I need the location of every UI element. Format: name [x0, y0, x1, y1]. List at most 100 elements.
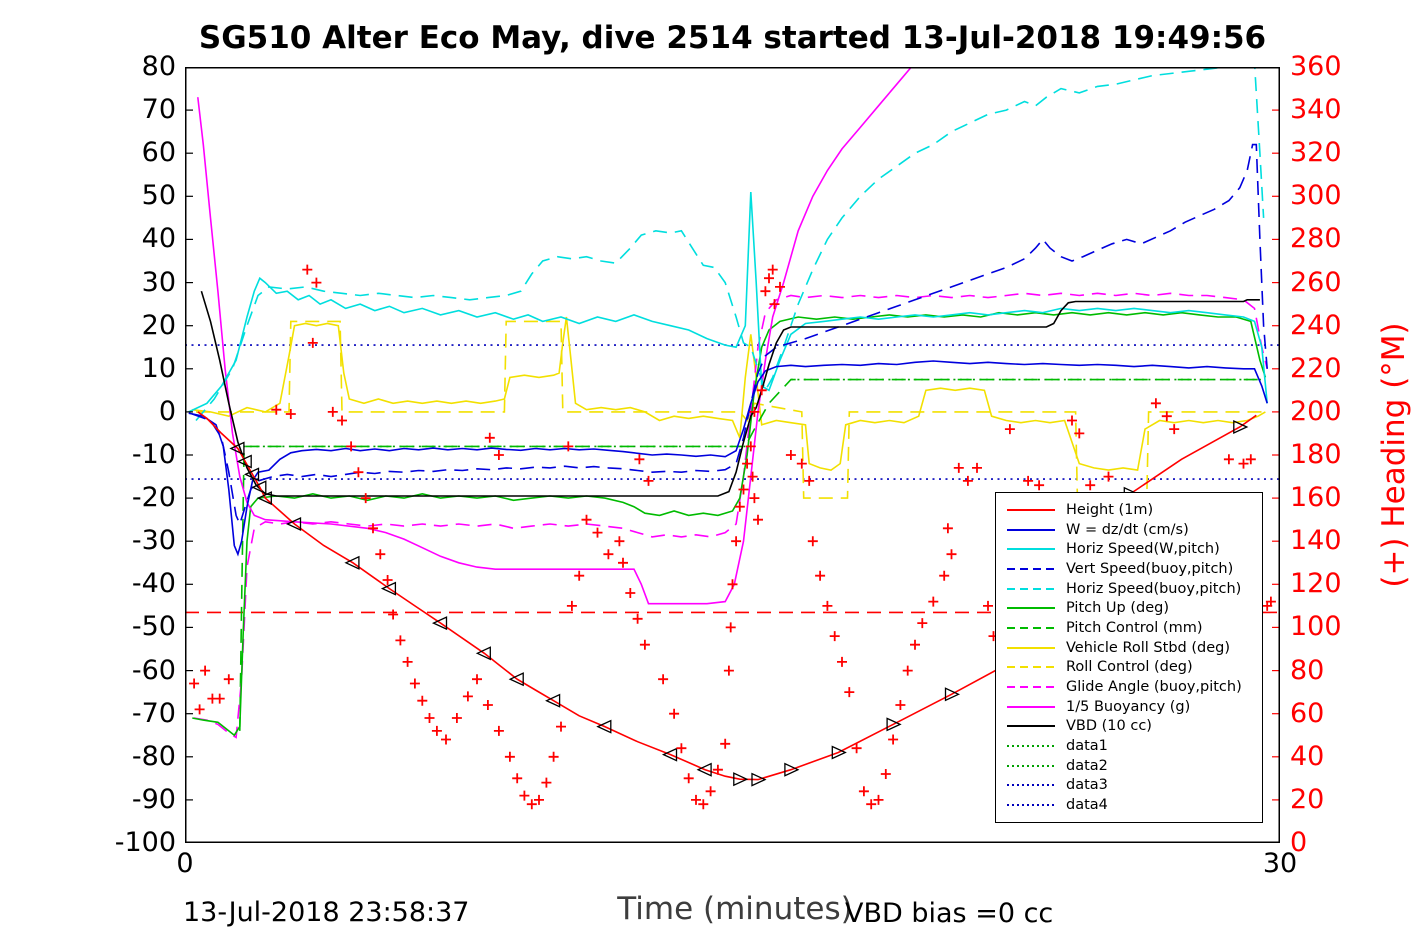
height-marker-triangle	[475, 646, 491, 661]
legend-line-sample-icon	[1007, 666, 1055, 669]
height-marker-triangle	[886, 717, 902, 732]
series-w-dz-dt-cm-s-	[188, 360, 1268, 557]
y-left-tick-label: 30	[141, 266, 176, 298]
y-right-tick-label: 240	[1290, 309, 1342, 341]
legend-item: data1	[996, 736, 1262, 756]
y-right-tick-label: 60	[1290, 697, 1325, 729]
legend-items: Height (1m) W = dz/dt (cm/s) Horiz Speed(W…	[996, 500, 1262, 815]
time-axis-label: Time (minutes)	[617, 891, 853, 927]
series-vehicle-roll-stbd-deg-	[192, 316, 1266, 472]
legend-line-sample-icon	[1007, 626, 1055, 629]
legend-line-sample-icon	[1007, 804, 1055, 807]
y-right-tick-label: 200	[1290, 395, 1342, 427]
y-left-tick-label: 80	[141, 51, 176, 82]
x-tick-label: 0	[176, 848, 194, 879]
y-right-tick-label: 300	[1290, 180, 1342, 212]
height-marker-triangle	[545, 693, 561, 708]
height-marker-triangle	[380, 581, 397, 596]
legend-line-sample-icon	[1007, 548, 1055, 551]
legend-item: Glide Angle (buoy,pitch)	[996, 677, 1262, 697]
legend-item-label: Horiz Speed(W,pitch)	[1066, 541, 1220, 558]
legend-item-label: data1	[1066, 738, 1108, 755]
legend-line-sample-icon	[1007, 764, 1055, 767]
legend-item-label: Vehicle Roll Stbd (deg)	[1066, 639, 1230, 656]
y-left-tick-label: -40	[131, 568, 176, 600]
plot-area	[185, 67, 1280, 843]
y-left-tick-label: -80	[131, 740, 176, 772]
y-right-tick-label: 220	[1290, 352, 1342, 384]
legend-item-label: Horiz Speed(buoy,pitch)	[1066, 580, 1242, 597]
y-right-tick-label: 340	[1290, 94, 1342, 126]
y-right-tick-label: 360	[1290, 51, 1342, 82]
y-left-tick-label: -10	[131, 439, 176, 470]
legend-line-sample-icon	[1007, 567, 1055, 570]
height-marker-triangle	[229, 441, 245, 456]
legend-item: Height (1m)	[996, 500, 1262, 520]
legend: Height (1m) W = dz/dt (cm/s) Horiz Speed(W…	[995, 492, 1263, 823]
legend-item: data2	[996, 756, 1262, 776]
legend-line-sample-icon	[1007, 686, 1055, 689]
height-marker-triangle	[508, 672, 524, 687]
legend-item: 1/5 Buoyancy (g)	[996, 697, 1262, 717]
plot-canvas	[185, 67, 1280, 843]
legend-line-sample-icon	[1007, 508, 1055, 511]
y-left-tick-label: 20	[141, 309, 176, 341]
legend-line-sample-icon	[1007, 745, 1055, 748]
y-left-tick-label: 50	[141, 180, 176, 212]
height-marker-triangle	[944, 687, 961, 702]
legend-item: Pitch Control (mm)	[996, 618, 1262, 638]
y-left-tick-label: -70	[131, 697, 176, 729]
height-marker-triangle	[831, 745, 847, 760]
y-left-tick-label: -100	[114, 827, 176, 858]
height-marker-triangle	[236, 454, 252, 469]
y-right-tick-label: 40	[1290, 740, 1325, 772]
legend-line-sample-icon	[1007, 784, 1055, 787]
height-marker-triangle	[285, 516, 302, 532]
series-pitch-up-deg-	[192, 311, 1267, 737]
height-marker-triangle	[344, 555, 360, 570]
series-height-1m-	[197, 411, 1257, 781]
height-marker-triangle	[431, 616, 448, 631]
legend-item-label: Roll Control (deg)	[1066, 659, 1193, 676]
y-right-tick-label: 100	[1290, 611, 1342, 643]
legend-item-label: Pitch Control (mm)	[1066, 619, 1203, 636]
legend-item: Roll Control (deg)	[996, 658, 1262, 678]
height-marker-triangle	[251, 480, 267, 495]
legend-item-label: data2	[1066, 757, 1108, 774]
y-right-tick-label: 160	[1290, 482, 1342, 514]
legend-item: W = dz/dt (cm/s)	[996, 520, 1262, 540]
y-left-tick-label: -20	[131, 482, 176, 514]
series-1-5-buoyancy-g-	[197, 67, 913, 605]
legend-item: Vert Speed(buoy,pitch)	[996, 559, 1262, 579]
legend-line-sample-icon	[1007, 607, 1055, 610]
y-right-tick-label: 320	[1290, 137, 1342, 169]
y-right-tick-label: 180	[1290, 439, 1342, 470]
legend-item: data3	[996, 776, 1262, 796]
y-right-tick-label: 120	[1290, 568, 1342, 600]
y-right-tick-label: 260	[1290, 266, 1342, 298]
legend-item: Vehicle Roll Stbd (deg)	[996, 638, 1262, 658]
height-marker-triangle	[751, 772, 767, 787]
vbd-bias-label: VBD bias =0 cc	[845, 898, 1054, 929]
legend-item: data4	[996, 795, 1262, 815]
heading-axis-label: (+) Heading (°M)	[1376, 322, 1412, 588]
legend-item: VBD (10 cc)	[996, 717, 1262, 737]
height-marker-triangle	[661, 747, 678, 762]
legend-item-label: Pitch Up (deg)	[1066, 600, 1169, 617]
x-tick-label: 30	[1262, 848, 1298, 879]
y-right-tick-label: 80	[1290, 654, 1325, 686]
y-left-tick-label: -50	[131, 611, 176, 643]
height-marker-triangle	[1233, 419, 1249, 435]
y-right-tick-label: 0	[1290, 827, 1308, 858]
y-right-tick-label: 140	[1290, 525, 1342, 557]
height-marker-triangle	[696, 762, 712, 777]
height-marker-triangle	[733, 772, 749, 787]
series-horiz-speed-w-pitch-	[188, 191, 1268, 413]
legend-item-label: data4	[1066, 797, 1108, 814]
heading-scatter-plus-markers	[189, 264, 1276, 810]
series-vbd-10-cc-	[200, 290, 1260, 497]
legend-line-sample-icon	[1007, 725, 1055, 728]
series-roll-control-deg-	[196, 320, 1264, 499]
legend-line-sample-icon	[1007, 705, 1055, 708]
